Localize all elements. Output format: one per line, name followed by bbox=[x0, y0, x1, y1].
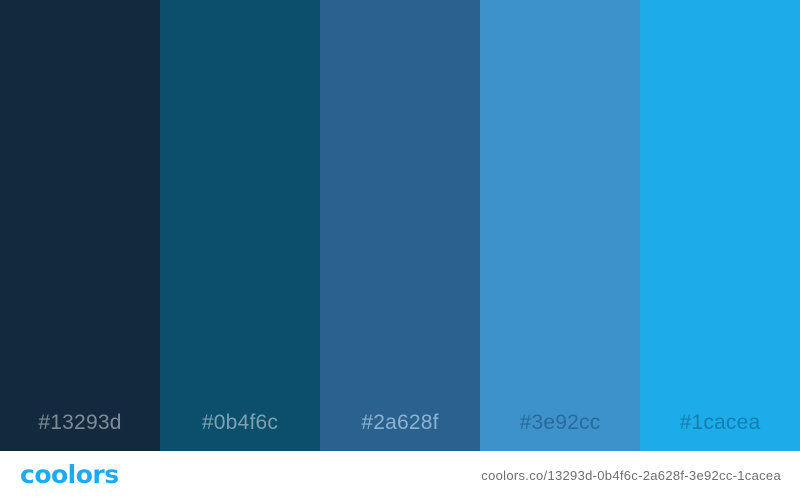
swatch-1[interactable]: #13293d bbox=[0, 0, 160, 451]
swatch-hex-label: #1cacea bbox=[679, 411, 761, 434]
swatch-2[interactable]: #0b4f6c bbox=[160, 0, 320, 451]
swatch-4[interactable]: #3e92cc bbox=[480, 0, 640, 451]
swatch-hex-label: #0b4f6c bbox=[201, 411, 279, 434]
swatch-hex-label: #3e92cc bbox=[519, 411, 601, 434]
swatch-3[interactable]: #2a628f bbox=[320, 0, 480, 451]
coolors-logo[interactable]: coolors bbox=[20, 460, 119, 489]
swatch-hex-label: #13293d bbox=[38, 411, 122, 434]
footer-bar: coolors coolors.co/13293d-0b4f6c-2a628f-… bbox=[0, 451, 800, 500]
swatch-5[interactable]: #1cacea bbox=[640, 0, 800, 451]
color-palette: #13293d #0b4f6c #2a628f #3e92cc #1cacea bbox=[0, 0, 800, 451]
swatch-hex-label: #2a628f bbox=[361, 411, 439, 434]
palette-url[interactable]: coolors.co/13293d-0b4f6c-2a628f-3e92cc-1… bbox=[481, 468, 781, 483]
